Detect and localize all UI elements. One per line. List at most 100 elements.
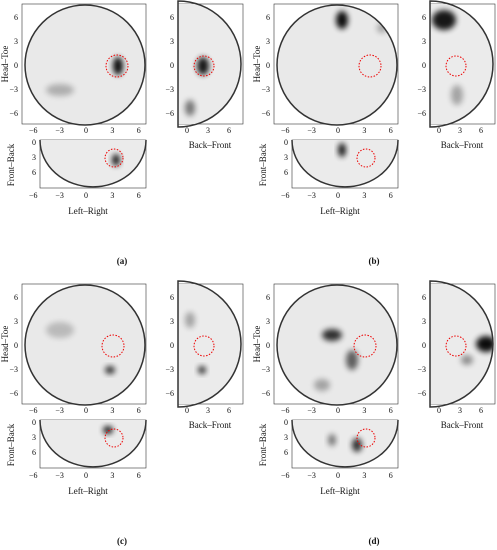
x-tick-label: −6 xyxy=(281,126,290,135)
blob xyxy=(113,57,123,75)
x-tick-label: 6 xyxy=(479,126,483,135)
panel-label: (d) xyxy=(369,536,380,546)
target-marker xyxy=(445,55,467,77)
blob xyxy=(432,10,456,30)
x-tick-label: 3 xyxy=(110,126,114,135)
boundary xyxy=(24,284,146,406)
x-tick-label: −3 xyxy=(307,126,316,135)
y-tick-label: −3 xyxy=(165,85,174,94)
boundary xyxy=(39,139,147,188)
y-tick-label: 0 xyxy=(32,418,36,427)
x-tick-label: 3 xyxy=(458,126,462,135)
y-tick-label: −3 xyxy=(261,85,270,94)
y-tick-label: −6 xyxy=(9,389,18,398)
x-tick-label: 6 xyxy=(137,191,141,200)
image-bg xyxy=(25,285,145,405)
image-bg xyxy=(277,285,397,405)
y-tick-label: 3 xyxy=(266,317,270,326)
y-tick-label: 6 xyxy=(14,13,18,22)
boundary xyxy=(429,0,494,128)
x-tick-label: 6 xyxy=(137,406,141,415)
x-axis-label: Back–Front xyxy=(189,140,232,150)
panel: 6 3 0 −3 −6 −6 −3 0 3 6 Head–Toe 6 3 0 −3 −6 0 3 6 Back–Fro… xyxy=(252,0,496,266)
y-tick-label: 3 xyxy=(32,433,36,442)
y-tick-label: 3 xyxy=(266,37,270,46)
boundary xyxy=(177,0,242,128)
x-tick-label: −3 xyxy=(307,191,316,200)
x-tick-label: 3 xyxy=(362,191,366,200)
blob xyxy=(338,143,346,157)
blob xyxy=(103,426,113,434)
image xyxy=(277,5,397,125)
target-marker xyxy=(105,54,129,78)
x-tick-label: −6 xyxy=(29,126,38,135)
y-tick-label: 6 xyxy=(266,293,270,302)
panel-label: (a) xyxy=(117,256,128,266)
x-tick-label: 3 xyxy=(206,406,210,415)
x-tick-label: 0 xyxy=(84,471,88,480)
blob xyxy=(476,336,493,352)
y-tick-label: 3 xyxy=(422,37,426,46)
x-axis-label: Left–Right xyxy=(68,486,108,496)
panel: 6 3 0 −3 −6 −6 −3 0 3 6 Head–Toe 6 3 0 −3 −6 0 3 6 Back–Fro… xyxy=(0,0,244,266)
x-tick-label: 3 xyxy=(458,406,462,415)
x-axis-label: Back–Front xyxy=(441,140,484,150)
blob xyxy=(346,350,358,370)
blob xyxy=(185,100,195,116)
x-axis-label: Left–Right xyxy=(68,206,108,216)
x-tick-label: −3 xyxy=(55,126,64,135)
y-tick-label: 6 xyxy=(266,13,270,22)
image-bg xyxy=(25,5,145,125)
y-tick-label: 6 xyxy=(170,293,174,302)
panel: 6 3 0 −3 −6 −6 −3 0 3 6 Head–Toe 6 3 0 −3 −6 0 3 6 Back–Fro… xyxy=(252,280,496,546)
y-tick-label: −6 xyxy=(417,389,426,398)
blob xyxy=(198,366,206,374)
y-tick-label: 3 xyxy=(32,153,36,162)
x-tick-label: −3 xyxy=(307,471,316,480)
y-tick-label: 0 xyxy=(422,341,426,350)
boundary xyxy=(24,4,146,126)
y-axis-label: Head–Toe xyxy=(0,46,10,83)
blob xyxy=(197,57,209,75)
x-tick-label: 6 xyxy=(389,126,393,135)
blob xyxy=(352,438,362,452)
blob xyxy=(46,84,74,96)
x-tick-label: 6 xyxy=(227,126,231,135)
target-marker xyxy=(104,148,124,168)
x-axis-label: Back–Front xyxy=(189,420,232,430)
y-tick-label: −6 xyxy=(417,109,426,118)
x-tick-label: −3 xyxy=(307,406,316,415)
y-tick-label: 3 xyxy=(422,317,426,326)
y-tick-label: −6 xyxy=(261,389,270,398)
x-tick-label: 6 xyxy=(389,191,393,200)
y-axis-label: Head–Toe xyxy=(252,46,262,83)
y-tick-label: 0 xyxy=(170,341,174,350)
blob xyxy=(328,434,336,446)
x-tick-label: −3 xyxy=(55,406,64,415)
y-tick-label: −6 xyxy=(261,109,270,118)
y-tick-label: 6 xyxy=(284,168,288,177)
y-tick-label: 0 xyxy=(170,61,174,70)
y-tick-label: 6 xyxy=(422,293,426,302)
boundary xyxy=(291,139,399,188)
blob xyxy=(314,379,330,391)
y-tick-label: −6 xyxy=(165,389,174,398)
x-tick-label: 0 xyxy=(336,471,340,480)
y-tick-label: 3 xyxy=(170,317,174,326)
y-tick-label: 3 xyxy=(284,153,288,162)
x-tick-label: 0 xyxy=(84,406,88,415)
y-tick-label: −3 xyxy=(417,85,426,94)
x-axis-label: Left–Right xyxy=(320,206,360,216)
target-marker xyxy=(104,428,124,448)
panel-label: (c) xyxy=(117,536,127,546)
x-tick-label: 3 xyxy=(110,191,114,200)
x-tick-label: 0 xyxy=(437,406,441,415)
boundary xyxy=(177,280,242,408)
y-tick-label: 3 xyxy=(14,317,18,326)
x-tick-label: 6 xyxy=(389,471,393,480)
y-tick-label: −6 xyxy=(165,109,174,118)
x-tick-label: −6 xyxy=(281,191,290,200)
x-tick-label: 0 xyxy=(336,126,340,135)
image xyxy=(25,5,145,125)
boundary xyxy=(276,4,398,126)
